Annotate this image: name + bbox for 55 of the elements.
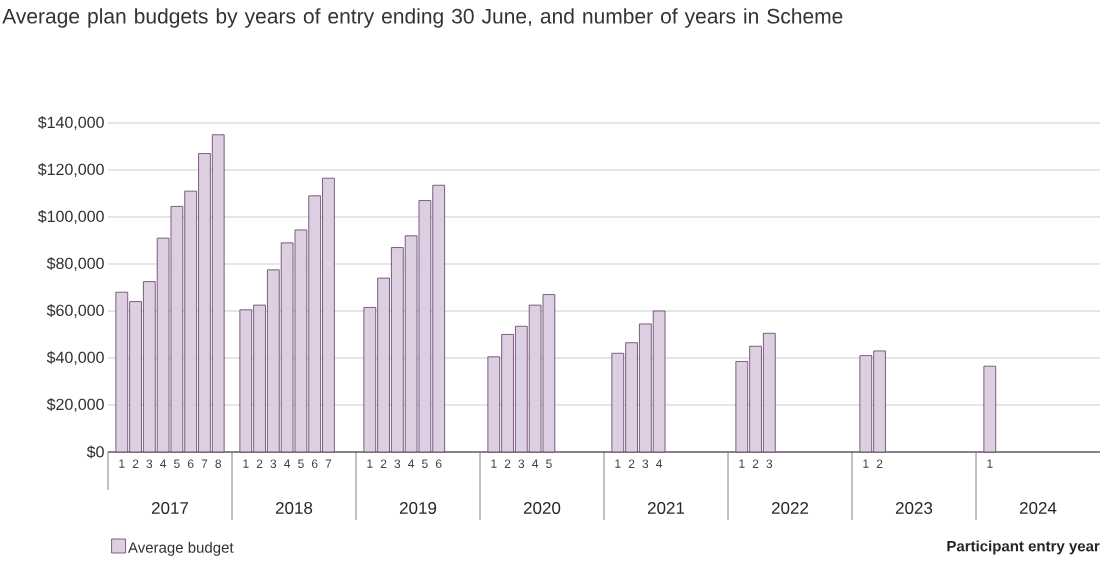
x-tick-label: 3 [394, 459, 401, 469]
text: 2017 [151, 501, 189, 515]
text: 2022 [771, 501, 809, 515]
x-tick-label: 6 [311, 459, 318, 469]
y-tick-label: $40,000 [46, 351, 104, 365]
x-tick-label: 3 [766, 459, 773, 469]
text: 2024 [1019, 501, 1057, 515]
y-tick-label: $0 [86, 445, 104, 459]
x-tick-label: 7 [325, 459, 332, 468]
text: 2023 [895, 501, 933, 515]
x-tick-label: 6 [435, 459, 442, 469]
x-tick-label: 1 [615, 459, 621, 468]
x-tick-label: 4 [284, 459, 291, 468]
x-tick-label: 1 [863, 459, 869, 468]
y-tick-label: $100,000 [37, 210, 104, 224]
x-tick-label: 2 [504, 459, 511, 468]
x-tick-label: 1 [243, 459, 249, 468]
x-tick-label: 2 [380, 459, 387, 468]
x-tick-label: 4 [532, 459, 539, 468]
x-tick-label: 3 [642, 459, 649, 469]
x-tick-label: 4 [160, 459, 167, 468]
x-tick-label: 1 [119, 459, 125, 468]
x-tick-label: 4 [656, 459, 663, 468]
x-tick-label: 3 [146, 459, 153, 469]
x-tick-label: 2 [876, 459, 883, 468]
text: 2019 [399, 501, 437, 515]
y-tick-label: $120,000 [37, 163, 104, 177]
text: 2018 [275, 501, 313, 515]
x-tick-label: 2 [752, 459, 759, 468]
x-tick-label: 1 [987, 459, 993, 468]
y-tick-label: $80,000 [46, 257, 104, 271]
x-tick-label: 5 [298, 459, 304, 468]
x-tick-label: 8 [215, 459, 222, 469]
x-tick-label: 1 [491, 459, 497, 468]
x-tick-label: 4 [408, 459, 415, 468]
x-tick-label: 5 [546, 459, 552, 468]
x-tick-label: 7 [201, 459, 208, 468]
x-tick-label: 2 [628, 459, 635, 468]
x-tick-label: 3 [518, 459, 525, 469]
x-tick-label: 1 [367, 459, 373, 468]
y-tick-label: $140,000 [37, 116, 104, 130]
x-tick-label: 2 [132, 459, 139, 468]
text: 2020 [523, 501, 561, 515]
x-tick-label: 5 [174, 459, 180, 468]
x-tick-label: 3 [270, 459, 277, 469]
legend-label: Average budget [128, 541, 234, 556]
chart-title: Average plan budgets by years of entry ending 30 June, and number of years in Scheme [2, 8, 843, 28]
x-tick-label: 2 [256, 459, 263, 468]
x-tick-label: 5 [422, 459, 428, 468]
x-axis-title: Participant entry year [947, 540, 1100, 555]
x-tick-label: 1 [739, 459, 745, 468]
x-tick-label: 6 [187, 459, 194, 469]
text: 2021 [647, 501, 685, 515]
y-tick-label: $60,000 [46, 304, 104, 318]
y-tick-label: $20,000 [46, 398, 104, 412]
